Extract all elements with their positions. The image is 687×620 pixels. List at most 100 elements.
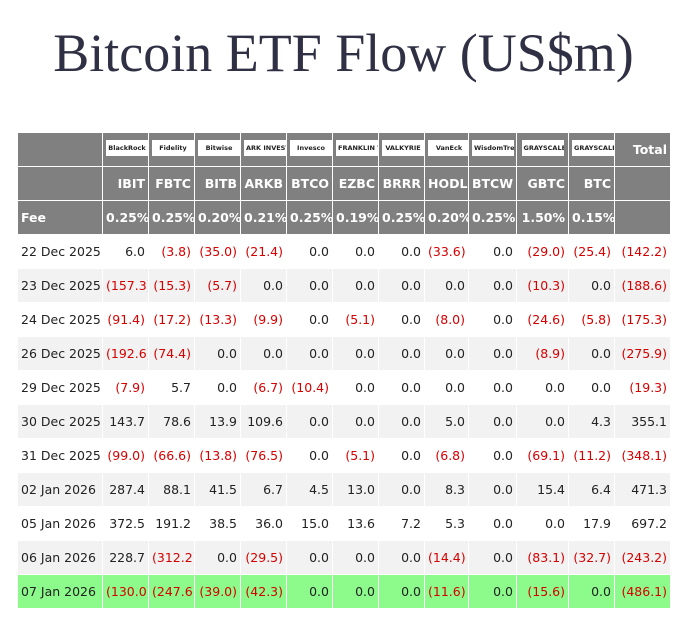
date-cell: 07 Jan 2026 <box>17 574 103 609</box>
ticker: BTC <box>568 166 615 201</box>
flow-cell: 8.3 <box>424 472 469 507</box>
flow-cell: (8.0) <box>424 302 469 337</box>
ticker: BRRR <box>378 166 425 201</box>
flow-cell: 0.0 <box>468 438 517 473</box>
issuer-cell: GRAYSCALE <box>568 132 615 167</box>
ticker: FBTC <box>148 166 195 201</box>
flow-cell: 0.0 <box>378 370 425 405</box>
issuer-cell: Invesco <box>286 132 333 167</box>
issuer-cell: Fidelity <box>148 132 195 167</box>
flow-cell: (24.6) <box>516 302 569 337</box>
date-cell: 29 Dec 2025 <box>17 370 103 405</box>
flow-cell: (15.6) <box>516 574 569 609</box>
flow-cell: (6.7) <box>240 370 287 405</box>
flow-cell: 0.0 <box>286 268 333 303</box>
issuer-cell: VALKYRIE <box>378 132 425 167</box>
flow-cell: 0.0 <box>468 506 517 541</box>
date-cell: 22 Dec 2025 <box>17 234 103 269</box>
issuer-logo: Invesco <box>290 140 332 156</box>
flow-cell: (142.2) <box>614 234 671 269</box>
flow-cell: 0.0 <box>332 234 379 269</box>
flow-cell: 0.0 <box>516 506 569 541</box>
issuer-logo: VALKYRIE <box>382 140 424 156</box>
issuer-logo: VanEck <box>428 140 468 156</box>
issuer-row: BlackRock Fidelity Bitwise ARK INVEST Invesc… <box>17 132 671 167</box>
flow-table: BlackRock Fidelity Bitwise ARK INVEST Invesc… <box>17 132 671 609</box>
flow-cell: 0.0 <box>378 404 425 439</box>
flow-cell: (19.3) <box>614 370 671 405</box>
flow-cell: (25.4) <box>568 234 615 269</box>
flow-cell: 287.4 <box>102 472 149 507</box>
flow-cell: (312.2) <box>148 540 195 575</box>
page-title: Bitcoin ETF Flow (US$m) <box>53 23 634 83</box>
issuer-cell: BlackRock <box>102 132 149 167</box>
flow-cell: (17.2) <box>148 302 195 337</box>
fee-row: Fee 0.25% 0.25% 0.20% 0.21% 0.25% 0.19% 0.25% 0.… <box>17 200 671 235</box>
flow-cell: 0.0 <box>468 268 517 303</box>
issuer-cell: FRANKLIN TEMPLETON <box>332 132 379 167</box>
date-cell: 05 Jan 2026 <box>17 506 103 541</box>
flow-cell: 471.3 <box>614 472 671 507</box>
blank <box>17 132 103 167</box>
flow-cell: (486.1) <box>614 574 671 609</box>
flow-cell: (247.6) <box>148 574 195 609</box>
flow-cell: (13.8) <box>194 438 241 473</box>
flow-cell: 0.0 <box>286 574 333 609</box>
flow-cell: 0.0 <box>332 268 379 303</box>
flow-cell: 0.0 <box>468 302 517 337</box>
data-row: 30 Dec 2025 143.7 78.6 13.9 109.6 0.0 0.0 0.0 5.… <box>17 404 671 439</box>
flow-cell: (15.3) <box>148 268 195 303</box>
flow-cell: 0.0 <box>568 336 615 371</box>
flow-cell: (130.0) <box>102 574 149 609</box>
flow-cell: 0.0 <box>332 370 379 405</box>
flow-cell: 0.0 <box>378 574 425 609</box>
flow-cell: (192.6) <box>102 336 149 371</box>
flow-cell: (33.6) <box>424 234 469 269</box>
flow-cell: 0.0 <box>286 336 333 371</box>
issuer-logo: WisdomTree <box>472 140 514 156</box>
issuer-logo: FRANKLIN TEMPLETON <box>336 140 378 156</box>
flow-cell: 0.0 <box>468 234 517 269</box>
ticker: ARKB <box>240 166 287 201</box>
flow-cell: (11.6) <box>424 574 469 609</box>
date-cell: 06 Jan 2026 <box>17 540 103 575</box>
flow-cell: 191.2 <box>148 506 195 541</box>
fee: 0.20% <box>424 200 469 235</box>
flow-cell: 0.0 <box>516 370 569 405</box>
issuer-cell: Bitwise <box>194 132 241 167</box>
flow-cell: 0.0 <box>468 540 517 575</box>
ticker-row: IBIT FBTC BITB ARKB BTCO EZBC BRRR HODL BTCW GBTC… <box>17 166 671 201</box>
flow-cell: 697.2 <box>614 506 671 541</box>
flow-cell: 17.9 <box>568 506 615 541</box>
flow-cell: 0.0 <box>424 268 469 303</box>
flow-cell: 372.5 <box>102 506 149 541</box>
fee: 0.21% <box>240 200 287 235</box>
flow-cell: (83.1) <box>516 540 569 575</box>
flow-cell: 36.0 <box>240 506 287 541</box>
flow-cell: 5.0 <box>424 404 469 439</box>
ticker: IBIT <box>102 166 149 201</box>
flow-cell: 355.1 <box>614 404 671 439</box>
flow-cell: 228.7 <box>102 540 149 575</box>
flow-cell: 13.9 <box>194 404 241 439</box>
flow-cell: (29.0) <box>516 234 569 269</box>
data-row: 05 Jan 2026 372.5 191.2 38.5 36.0 15.0 13.6 7.2… <box>17 506 671 541</box>
flow-cell: 0.0 <box>424 336 469 371</box>
flow-cell: 0.0 <box>240 336 287 371</box>
issuer-logo: GRAYSCALE <box>572 140 614 156</box>
flow-cell: 5.3 <box>424 506 469 541</box>
flow-cell: 0.0 <box>332 574 379 609</box>
total-header: Total <box>614 132 671 167</box>
flow-cell: (175.3) <box>614 302 671 337</box>
flow-cell: 78.6 <box>148 404 195 439</box>
flow-cell: (91.4) <box>102 302 149 337</box>
flow-cell: 0.0 <box>332 336 379 371</box>
date-cell: 02 Jan 2026 <box>17 472 103 507</box>
flow-cell: 0.0 <box>468 472 517 507</box>
flow-cell: 7.2 <box>378 506 425 541</box>
flow-cell: 0.0 <box>468 574 517 609</box>
ticker: BTCW <box>468 166 517 201</box>
flow-cell: 4.3 <box>568 404 615 439</box>
flow-cell: (243.2) <box>614 540 671 575</box>
flow-cell: 6.0 <box>102 234 149 269</box>
